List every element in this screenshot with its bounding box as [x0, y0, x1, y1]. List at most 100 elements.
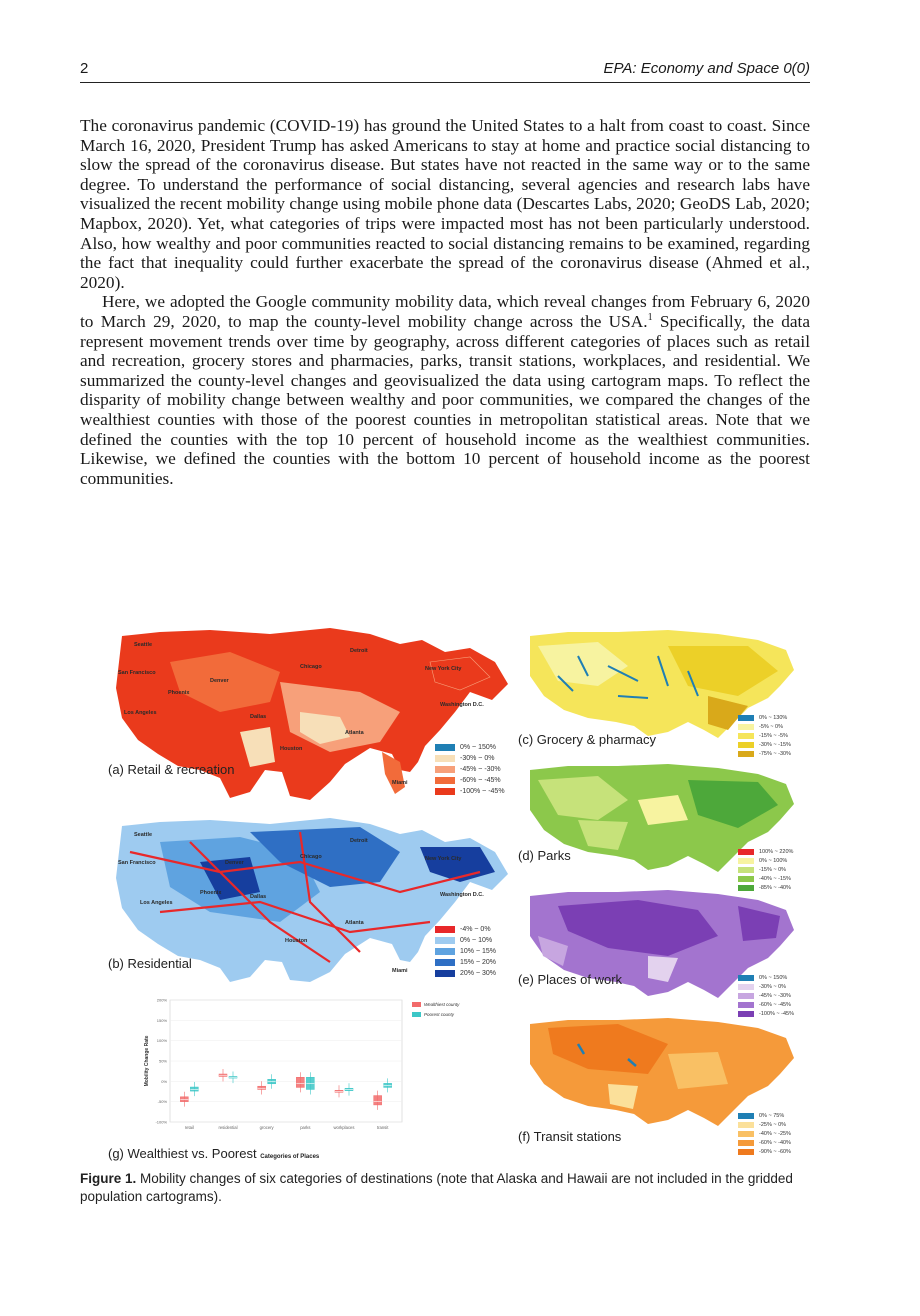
legend-e-swatch-0 — [738, 975, 754, 981]
boxplot-ytick-label: -100% — [155, 1120, 167, 1125]
legend-b-swatch-2 — [435, 947, 455, 955]
map-residential: Seattle San Francisco Los Angeles Phoeni… — [116, 818, 508, 982]
city-detroit-b: Detroit — [350, 838, 368, 844]
legend-f-row-0: 0% ~ 75% — [738, 1112, 791, 1120]
boxplot-xtick-label: workplaces — [334, 1125, 355, 1130]
legend-d-row-4: -85% ~ -40% — [738, 884, 793, 892]
legend-d-row-0: 100% ~ 220% — [738, 848, 793, 856]
legend-b-swatch-0 — [435, 925, 455, 933]
legend-f-text-2: -40% ~ -25% — [759, 1131, 791, 1137]
map-c-region-darkest — [708, 696, 748, 730]
city-miami-b: Miami — [392, 968, 408, 974]
legend-e-swatch-2 — [738, 993, 754, 999]
legend-c-swatch-4 — [738, 751, 754, 757]
map-c-blue — [557, 655, 699, 699]
legend-c-text-4: -75% ~ -30% — [759, 751, 791, 757]
legend-e-text-2: -45% ~ -30% — [759, 993, 791, 999]
legend-a-row-1: -30% ~ 0% — [435, 753, 505, 763]
figure-caption: Figure 1. Mobility changes of six catego… — [80, 1170, 810, 1206]
city-detroit: Detroit — [350, 648, 368, 654]
panel-g-label: (g) Wealthiest vs. Poorest Categories of… — [108, 1146, 319, 1161]
legend-d-row-3: -40% ~ -15% — [738, 875, 793, 883]
map-e-region-dark — [558, 900, 718, 956]
map-f-blue — [576, 1043, 637, 1067]
legend-a-text-4: -100% ~ -45% — [460, 787, 505, 795]
legend-f-row-1: -25% ~ 0% — [738, 1121, 791, 1129]
boxplot-wealthiest-vs-poorest: 200% 150% 100% 50% 0% -50% -100% Mobility Chang… — [144, 998, 460, 1131]
boxplot-legend-label: Poorest county — [424, 1012, 455, 1017]
journal-title: EPA: Economy and Space 0(0) — [603, 60, 811, 77]
page-number: 2 — [80, 60, 89, 77]
legend-e-text-1: -30% ~ 0% — [759, 984, 787, 990]
boxplot-box — [296, 1077, 305, 1088]
legend-a-swatch-4 — [435, 787, 455, 795]
panel-g-title: (g) Wealthiest vs. Poorest — [108, 1146, 257, 1161]
panel-a-label: (a) Retail & recreation — [108, 762, 235, 777]
city-chicago: Chicago — [300, 664, 322, 670]
city-houston-b: Houston — [285, 938, 308, 944]
legend-a-row-3: -60% ~ -45% — [435, 775, 505, 785]
city-new-york-b: New York City — [425, 856, 462, 862]
legend-c-text-0: 0% ~ 130% — [759, 715, 788, 721]
legend-f-swatch-1 — [738, 1122, 754, 1128]
legend-b: -4% ~ 0% 0% ~ 10% 10% ~ 15% 15% ~ 20% 20… — [435, 924, 496, 979]
boxplot-xtick-label: transit — [377, 1125, 389, 1130]
legend-f-text-1: -25% ~ 0% — [759, 1122, 787, 1128]
legend-b-text-1: 0% ~ 10% — [460, 936, 493, 944]
map-f-region-pale — [608, 1084, 638, 1109]
legend-d-text-2: -15% ~ 0% — [759, 867, 787, 873]
panel-b-label: (b) Residential — [108, 956, 192, 971]
city-seattle: Seattle — [134, 642, 152, 648]
legend-e-swatch-1 — [738, 984, 754, 990]
boxplot-xtick-label: residential — [218, 1125, 237, 1130]
legend-e-row-3: -60% ~ -45% — [738, 1001, 794, 1009]
legend-b-text-3: 15% ~ 20% — [460, 958, 496, 966]
legend-a-swatch-3 — [435, 776, 455, 784]
map-f-region-light — [668, 1052, 728, 1089]
legend-d-swatch-3 — [738, 876, 754, 882]
boxplot-xlabel: Categories of Places — [260, 1154, 320, 1160]
legend-a-swatch-2 — [435, 765, 455, 773]
legend-d-text-1: 0% ~ 100% — [759, 858, 788, 864]
map-d-region-light — [538, 776, 628, 820]
footnote-ref: 1 — [647, 312, 653, 324]
city-los-angeles: Los Angeles — [124, 710, 157, 716]
legend-e: 0% ~ 150% -30% ~ 0% -45% ~ -30% -60% ~ -… — [738, 974, 794, 1019]
boxplot-legend-swatch — [412, 1002, 421, 1007]
city-denver: Denver — [210, 678, 230, 684]
city-houston: Houston — [280, 746, 303, 752]
map-d-region-dark — [688, 780, 778, 828]
map-f-region-dark — [548, 1024, 668, 1074]
legend-d-text-4: -85% ~ -40% — [759, 885, 791, 891]
legend-f-row-2: -40% ~ -25% — [738, 1130, 791, 1138]
legend-b-text-2: 10% ~ 15% — [460, 947, 496, 955]
legend-b-swatch-3 — [435, 958, 455, 966]
legend-d-swatch-1 — [738, 858, 754, 864]
legend-c: 0% ~ 130% -5% ~ 0% -15% ~ -5% -30% ~ -15… — [738, 714, 791, 759]
city-washington-b: Washington D.C. — [440, 892, 484, 898]
legend-d: 100% ~ 220% 0% ~ 100% -15% ~ 0% -40% ~ -… — [738, 848, 793, 893]
boxplot-ytick-label: 150% — [157, 1018, 168, 1023]
city-los-angeles-b: Los Angeles — [140, 900, 173, 906]
map-e-region-ne — [738, 906, 780, 941]
legend-c-row-1: -5% ~ 0% — [738, 723, 791, 731]
caption-label: Figure 1. — [80, 1171, 137, 1186]
legend-a-swatch-1 — [435, 754, 455, 762]
boxplot-ylabel: Mobility Change Rate — [144, 1035, 150, 1086]
legend-a-row-2: -45% ~ -30% — [435, 764, 505, 774]
city-dallas: Dallas — [250, 714, 266, 720]
map-a-region-orange — [170, 652, 280, 712]
panel-c-label: (c) Grocery & pharmacy — [518, 732, 656, 747]
legend-a-text-3: -60% ~ -45% — [460, 776, 501, 784]
legend-c-row-2: -15% ~ -5% — [738, 732, 791, 740]
legend-f-swatch-4 — [738, 1149, 754, 1155]
boxplot-box — [257, 1085, 266, 1090]
legend-a-swatch-0 — [435, 743, 455, 751]
legend-b-row-0: -4% ~ 0% — [435, 924, 496, 934]
city-phoenix: Phoenix — [168, 690, 190, 696]
legend-d-row-2: -15% ~ 0% — [738, 866, 793, 874]
map-d-region-pale — [638, 795, 688, 825]
legend-c-row-4: -75% ~ -30% — [738, 750, 791, 758]
legend-c-swatch-0 — [738, 715, 754, 721]
paragraph-2-part-b: Specifically, the data represent movemen… — [80, 311, 810, 488]
